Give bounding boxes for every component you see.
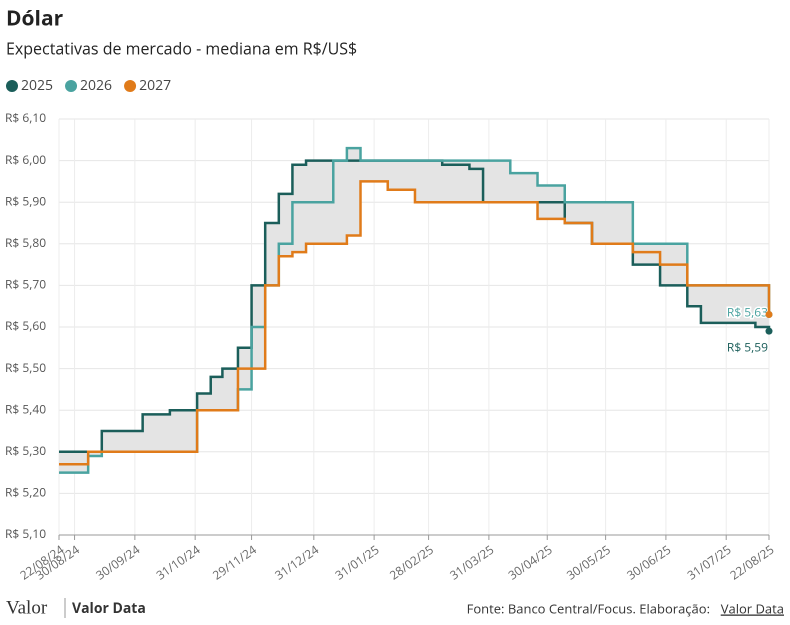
chart-subtitle: Expectativas de mercado - mediana em R$/… [6, 37, 357, 59]
y-tick-label: R$ 5,60 [5, 317, 46, 334]
chart-title: Dólar [6, 5, 64, 33]
legend-label: 2027 [139, 76, 171, 95]
y-tick-label: R$ 5,10 [5, 525, 46, 542]
logo-sub: Valor Data [72, 599, 146, 618]
x-tick-label: 29/11/24 [209, 541, 260, 584]
logo: Valor [6, 597, 48, 618]
legend-swatch [65, 80, 78, 92]
x-tick-label: 30/05/25 [563, 541, 614, 584]
x-tick-label: 30/09/24 [92, 541, 143, 584]
value-label: R$ 5,63 [727, 304, 768, 321]
y-tick-label: R$ 5,40 [5, 400, 46, 417]
y-tick-label: R$ 6,10 [5, 109, 46, 126]
x-tick-label: 31/01/25 [332, 541, 383, 584]
legend-label: 2025 [21, 76, 53, 95]
y-tick-label: R$ 5,80 [5, 234, 46, 251]
y-tick-label: R$ 5,30 [5, 442, 46, 459]
plot-area: R$ 5,10 R$ 5,20 R$ 5,30 R$ 5,40 R$ 5,50 R$ 5,… [5, 109, 777, 583]
y-tick-label: R$ 5,50 [5, 359, 46, 376]
series-line [59, 180, 771, 466]
source: Fonte: Banco Central/Focus. Elaboração: [467, 599, 710, 617]
end-point [765, 311, 773, 319]
range-band [59, 148, 769, 473]
y-tick-label: R$ 5,20 [5, 484, 46, 501]
y-tick-label: R$ 5,90 [5, 192, 46, 209]
end-point [765, 327, 773, 335]
legend-label: 2026 [80, 76, 112, 95]
legend-swatch [124, 80, 137, 92]
legend-swatch [6, 80, 18, 92]
x-tick-label: 22/08/25 [726, 541, 777, 584]
legend: 2025 2026 2027 [6, 76, 171, 95]
value-label: R$ 5,59 [727, 338, 768, 355]
x-tick-label: 31/12/24 [271, 541, 322, 584]
x-tick-label: 31/07/25 [684, 541, 735, 584]
x-tick-label: 30/04/25 [505, 541, 556, 584]
series-line [59, 159, 771, 454]
source-link[interactable]: Valor Data [721, 599, 784, 617]
x-tick-label: 31/03/25 [446, 541, 497, 584]
x-tick-label: 31/10/24 [153, 541, 204, 584]
y-tick-label: R$ 5,70 [5, 276, 46, 293]
x-tick-label: 30/06/25 [623, 541, 674, 584]
y-tick-label: R$ 6,00 [5, 151, 46, 168]
x-tick-label: 28/02/25 [386, 541, 437, 584]
